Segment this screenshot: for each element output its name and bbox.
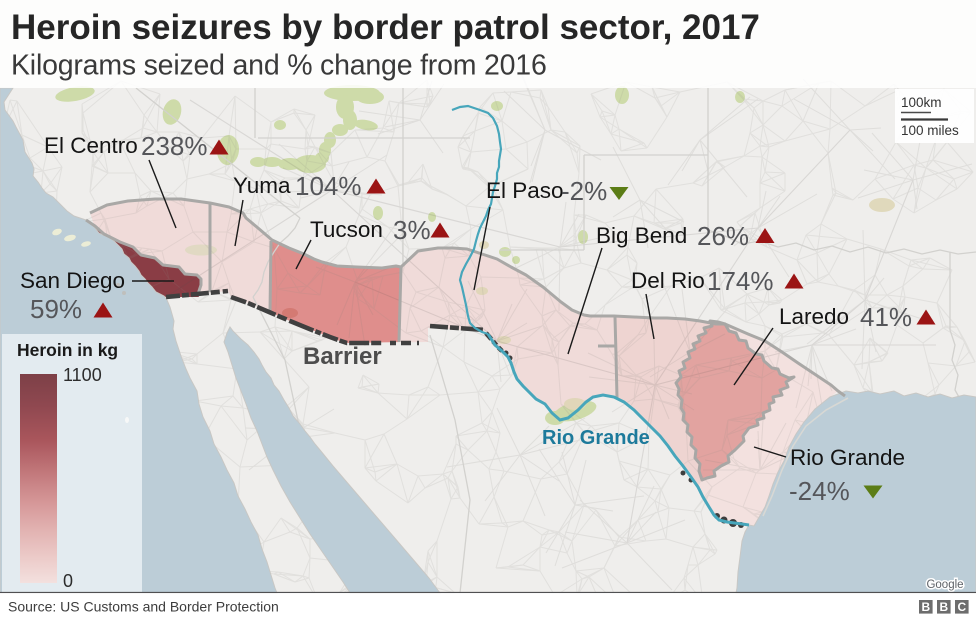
svg-text:C: C <box>957 600 966 614</box>
svg-text:26%: 26% <box>697 221 749 251</box>
svg-text:El Paso: El Paso <box>486 178 564 203</box>
svg-text:Kilograms seized and % change: Kilograms seized and % change from 2016 <box>11 50 547 82</box>
svg-text:Laredo: Laredo <box>779 304 849 329</box>
svg-text:El Centro: El Centro <box>44 133 138 158</box>
svg-text:San Diego: San Diego <box>20 268 125 293</box>
svg-text:41%: 41% <box>860 302 912 332</box>
svg-text:59%: 59% <box>30 294 82 324</box>
svg-text:174%: 174% <box>707 266 774 296</box>
svg-text:-24%: -24% <box>789 476 850 506</box>
svg-text:Rio Grande: Rio Grande <box>790 445 905 470</box>
svg-text:Rio Grande: Rio Grande <box>542 427 650 449</box>
svg-text:238%: 238% <box>141 131 208 161</box>
svg-text:1100: 1100 <box>63 365 102 385</box>
svg-text:Barrier: Barrier <box>303 343 382 370</box>
svg-text:100km: 100km <box>901 95 942 110</box>
svg-text:-2%: -2% <box>561 176 607 206</box>
svg-text:104%: 104% <box>295 171 362 201</box>
svg-text:B: B <box>939 600 948 614</box>
svg-text:Google: Google <box>926 579 963 591</box>
svg-text:Yuma: Yuma <box>233 173 291 198</box>
svg-text:Tucson: Tucson <box>310 217 383 242</box>
svg-text:0: 0 <box>63 571 73 591</box>
svg-text:Big Bend: Big Bend <box>596 223 687 248</box>
svg-text:100 miles: 100 miles <box>901 123 959 138</box>
svg-text:Del Rio: Del Rio <box>631 268 705 293</box>
svg-text:B: B <box>921 600 930 614</box>
svg-text:Source: US Customs and Border: Source: US Customs and Border Protection <box>8 599 279 615</box>
svg-text:3%: 3% <box>393 215 431 245</box>
svg-text:Heroin seizures by border patr: Heroin seizures by border patrol sector,… <box>11 8 760 47</box>
svg-text:Heroin in kg: Heroin in kg <box>17 340 118 360</box>
